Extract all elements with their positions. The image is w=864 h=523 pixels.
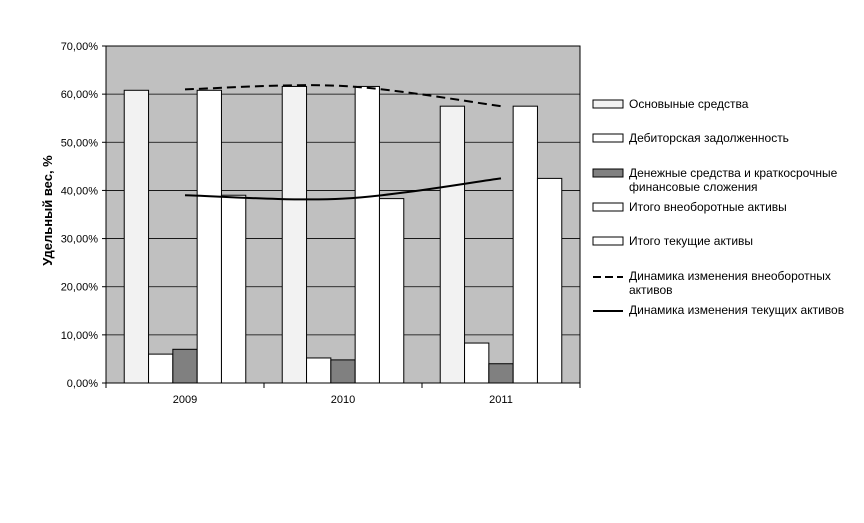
bar-2-2011 xyxy=(488,363,514,384)
y-tick-label: 30,00% xyxy=(61,234,99,246)
bar-2-2010 xyxy=(330,359,356,384)
series-line-5 xyxy=(184,84,502,108)
bar-3-2010 xyxy=(354,85,380,384)
legend-label-line: Основыные средства xyxy=(629,97,749,111)
bar-0-2009 xyxy=(123,89,150,384)
legend-label-line: Итого текущие активы xyxy=(629,234,753,248)
y-tick-label: 60,00% xyxy=(61,89,99,101)
bar-0-2011 xyxy=(439,105,466,384)
y-tick-label: 50,00% xyxy=(61,137,99,149)
y-tick-label: 20,00% xyxy=(61,282,99,294)
bar-4-2011 xyxy=(536,177,563,384)
bar-2-2009 xyxy=(172,348,198,384)
legend-swatch-2 xyxy=(592,168,624,178)
legend-label-0: Основыные средства xyxy=(629,97,749,111)
legend-label-line: финансовые сложения xyxy=(629,180,758,194)
legend-swatch-1 xyxy=(592,133,624,143)
legend-label-3: Итого внеоборотные активы xyxy=(629,200,787,214)
legend-label-line: Динамика изменения текущих активов xyxy=(629,303,844,317)
legend-label-6: Динамика изменения текущих активов xyxy=(629,303,844,317)
y-tick-label: 70,00% xyxy=(61,41,99,53)
legend-swatch-3 xyxy=(592,202,624,212)
bar-4-2009 xyxy=(220,194,247,384)
bar-3-2011 xyxy=(512,105,538,384)
bar-0-2010 xyxy=(281,85,308,384)
y-axis-label: Удельный вес, % xyxy=(40,155,55,266)
legend-label-1: Дебиторская задолженность xyxy=(629,131,789,145)
y-tick-label: 10,00% xyxy=(61,330,99,342)
bar-1-2009 xyxy=(148,353,174,384)
y-tick-label: 40,00% xyxy=(61,185,99,197)
legend-label-line: Итого внеоборотные активы xyxy=(629,200,787,214)
bar-1-2010 xyxy=(306,357,332,384)
series-line-6 xyxy=(184,177,502,201)
legend-label-2: Денежные средства и краткосрочные финансо… xyxy=(629,166,838,194)
legend-swatch-4 xyxy=(592,236,624,246)
x-tick-label: 2010 xyxy=(331,394,355,406)
legend-label-line: Динамика изменения внеоборотных xyxy=(629,269,831,283)
y-tick-label: 0,00% xyxy=(67,378,98,390)
x-tick-label: 2009 xyxy=(173,394,197,406)
legend-label-line: Дебиторская задолженность xyxy=(629,131,789,145)
plot-area xyxy=(105,45,581,384)
legend-swatch-0 xyxy=(592,99,624,109)
legend-label-4: Итого текущие активы xyxy=(629,234,753,248)
legend-label-line: Денежные средства и краткосрочные xyxy=(629,166,838,180)
legend-label-5: Динамика изменения внеоборотных активов xyxy=(629,269,831,297)
bar-3-2009 xyxy=(196,89,222,384)
bar-4-2010 xyxy=(378,198,405,384)
x-tick-label: 2011 xyxy=(489,394,513,406)
bar-1-2011 xyxy=(464,342,490,384)
legend-label-line: активов xyxy=(629,283,673,297)
